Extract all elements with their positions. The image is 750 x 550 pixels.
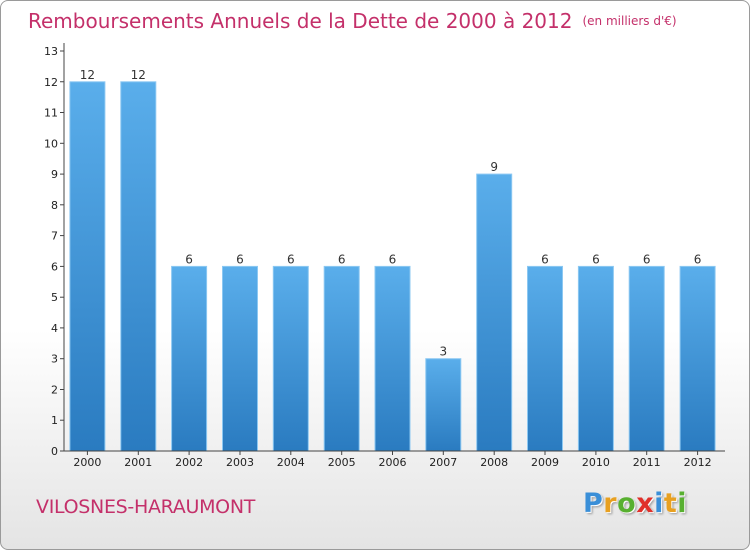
- y-tick-label-2: 2: [51, 384, 58, 397]
- bar-2010: [577, 265, 614, 452]
- y-tick-label-9: 9: [51, 168, 58, 181]
- data-label-2006: 6: [389, 252, 397, 266]
- logo-letter: i: [677, 488, 688, 519]
- data-label-2000: 12: [80, 68, 95, 82]
- bar-2002: [171, 265, 208, 452]
- x-tick-label-2010: 2010: [582, 456, 610, 469]
- bar-2005: [323, 265, 360, 452]
- x-tick-label-2008: 2008: [480, 456, 508, 469]
- data-label-2007: 3: [439, 345, 447, 359]
- logo-letter: x: [636, 488, 655, 519]
- x-tick-label-2011: 2011: [633, 456, 661, 469]
- y-tick-label-0: 0: [51, 445, 58, 458]
- bar-2007: [425, 358, 462, 452]
- x-tick-label-2006: 2006: [379, 456, 407, 469]
- bar-2004: [272, 265, 309, 452]
- logo-letter: o: [617, 488, 637, 519]
- logo-letter: r: [603, 488, 618, 519]
- data-label-2008: 9: [490, 160, 498, 174]
- x-tick-label-2007: 2007: [429, 456, 457, 469]
- x-tick-label-2005: 2005: [328, 456, 356, 469]
- bar-2011: [628, 265, 665, 452]
- y-tick-label-4: 4: [51, 322, 58, 335]
- chart-title-line: Remboursements Annuels de la Dette de 20…: [28, 9, 677, 33]
- bar-2000: [69, 81, 106, 452]
- chart-unit-note: (en milliers d'€): [582, 14, 677, 28]
- x-tick-label-2009: 2009: [531, 456, 559, 469]
- data-label-2004: 6: [287, 252, 295, 266]
- data-label-2005: 6: [338, 252, 346, 266]
- x-tick-label-2004: 2004: [277, 456, 305, 469]
- bar-2008: [476, 173, 513, 452]
- logo-letter: P: [583, 488, 604, 519]
- y-tick-label-8: 8: [51, 199, 58, 212]
- bar-2009: [527, 265, 563, 452]
- y-tick-label-12: 12: [44, 76, 58, 89]
- y-tick-label-5: 5: [51, 291, 58, 304]
- y-tick-label-13: 13: [44, 45, 58, 58]
- x-tick-label-2000: 2000: [73, 456, 101, 469]
- y-tick-label-1: 1: [51, 414, 58, 427]
- data-label-2012: 6: [694, 252, 702, 266]
- logo-letter: i: [654, 488, 664, 519]
- data-label-2010: 6: [592, 252, 600, 266]
- data-label-2009: 6: [541, 252, 549, 266]
- bar-2001: [120, 81, 157, 452]
- chart-title: Remboursements Annuels de la Dette de 20…: [28, 9, 573, 33]
- y-tick-label-10: 10: [44, 137, 58, 150]
- x-tick-label-2001: 2001: [124, 456, 152, 469]
- bar-2003: [222, 265, 258, 452]
- bar-2006: [374, 265, 411, 452]
- logo-letter: t: [663, 488, 678, 519]
- y-tick-label-11: 11: [44, 107, 58, 120]
- x-tick-label-2003: 2003: [226, 456, 254, 469]
- data-label-2001: 12: [131, 68, 146, 82]
- data-label-2003: 6: [236, 252, 244, 266]
- data-label-2011: 6: [643, 252, 651, 266]
- data-label-2002: 6: [185, 252, 193, 266]
- x-tick-label-2012: 2012: [684, 456, 712, 469]
- proxiti-logo[interactable]: Proxiti: [583, 488, 687, 519]
- x-tick-label-2002: 2002: [175, 456, 203, 469]
- y-tick-label-6: 6: [51, 260, 58, 273]
- commune-name: VILOSNES-HARAUMONT: [36, 496, 256, 518]
- y-tick-label-3: 3: [51, 353, 58, 366]
- y-tick-label-7: 7: [51, 230, 58, 243]
- bar-2012: [679, 265, 716, 452]
